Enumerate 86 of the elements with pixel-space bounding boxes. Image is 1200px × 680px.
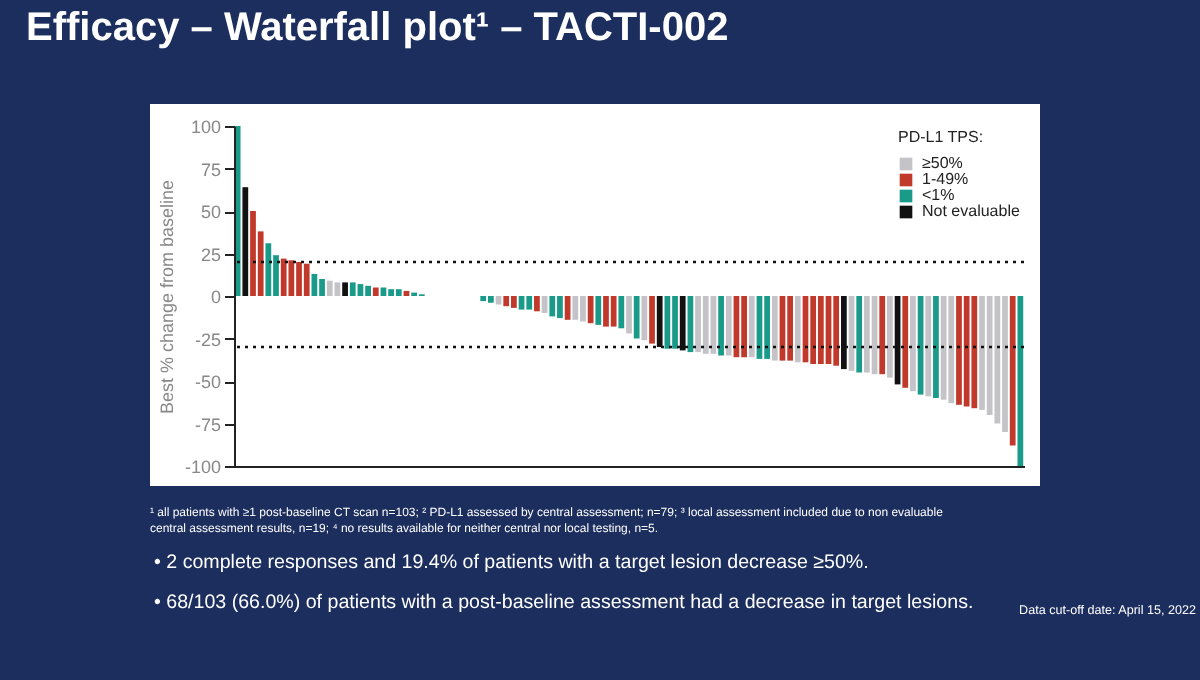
bar xyxy=(580,296,586,322)
bar xyxy=(395,289,402,296)
bar xyxy=(764,296,770,359)
bar xyxy=(480,296,487,302)
bar xyxy=(365,285,371,296)
y-tick-label: 75 xyxy=(200,159,221,180)
bar xyxy=(887,296,893,378)
y-tick-label: -50 xyxy=(194,372,221,392)
bar xyxy=(334,282,341,296)
bar xyxy=(925,296,932,397)
bar xyxy=(933,296,939,398)
bar xyxy=(664,296,671,349)
bar xyxy=(1017,296,1024,466)
bar xyxy=(979,296,985,410)
bar xyxy=(518,296,525,310)
bar xyxy=(326,280,333,296)
legend-label: Not evaluable xyxy=(922,202,1021,220)
bar xyxy=(296,262,302,296)
bar xyxy=(503,296,510,307)
bar xyxy=(595,296,602,325)
bar xyxy=(702,296,709,354)
bar xyxy=(349,282,356,296)
bar xyxy=(794,296,801,363)
legend-label: 1-49% xyxy=(922,170,969,188)
y-axis-title: Best % change from baseline xyxy=(156,179,177,415)
bar xyxy=(372,287,379,296)
y-tick-label: 100 xyxy=(190,117,221,137)
bar xyxy=(618,296,625,329)
y-tick-label: 0 xyxy=(210,287,221,307)
bar xyxy=(833,296,840,366)
legend-label: ≥50% xyxy=(922,154,963,172)
y-tick-label: 50 xyxy=(200,202,221,222)
bar xyxy=(342,282,348,296)
bar xyxy=(641,296,648,341)
y-tick-label: 25 xyxy=(200,244,221,265)
bar xyxy=(695,296,701,353)
bar xyxy=(495,296,502,305)
bar xyxy=(910,296,916,392)
bar xyxy=(534,296,540,312)
bar xyxy=(810,296,817,364)
bar xyxy=(741,296,747,358)
legend-title: PD-L1 TPS: xyxy=(898,128,984,146)
bar xyxy=(633,296,640,339)
bar xyxy=(956,296,962,405)
bar xyxy=(649,296,655,344)
bar xyxy=(994,296,1001,424)
bar xyxy=(948,296,955,404)
bar xyxy=(771,296,778,361)
bar xyxy=(549,296,556,317)
bar xyxy=(1002,296,1008,432)
bar xyxy=(511,296,517,308)
bar xyxy=(879,296,886,375)
bar xyxy=(718,296,724,356)
bar xyxy=(288,260,295,296)
y-tick-label: -75 xyxy=(194,414,221,435)
bar xyxy=(265,243,272,296)
text: • 2 complete responses and 19.4% of patients with a target lesion decrease ≥50%. xyxy=(154,552,869,574)
bar xyxy=(488,296,494,303)
bar xyxy=(963,296,970,407)
y-tick-label: -100 xyxy=(184,457,221,477)
bar xyxy=(672,296,678,349)
bar xyxy=(603,296,609,327)
bar xyxy=(303,263,310,296)
bar xyxy=(280,258,287,296)
text: • 68/103 (66.0%) of patients with a post-baseline assessment had a decrease in target lesions. xyxy=(154,592,974,614)
bar xyxy=(856,296,863,373)
bar xyxy=(572,296,579,320)
legend-label: <1% xyxy=(922,186,955,204)
bar xyxy=(526,296,533,310)
bar xyxy=(626,296,632,334)
bar xyxy=(319,279,325,296)
bar xyxy=(610,296,617,327)
bar xyxy=(902,296,909,388)
bar xyxy=(725,296,732,356)
chart-title: Efficacy – Waterfall plot¹ – TACTI-002 xyxy=(26,6,729,50)
bar xyxy=(817,296,824,364)
bar xyxy=(1009,296,1016,446)
bar xyxy=(864,296,870,373)
y-tick-label: -25 xyxy=(194,329,221,350)
bar xyxy=(787,296,794,361)
bar xyxy=(587,296,594,324)
bar xyxy=(971,296,978,409)
bar xyxy=(557,296,563,319)
bar xyxy=(388,289,394,296)
bar xyxy=(250,211,256,296)
bar xyxy=(748,296,755,358)
